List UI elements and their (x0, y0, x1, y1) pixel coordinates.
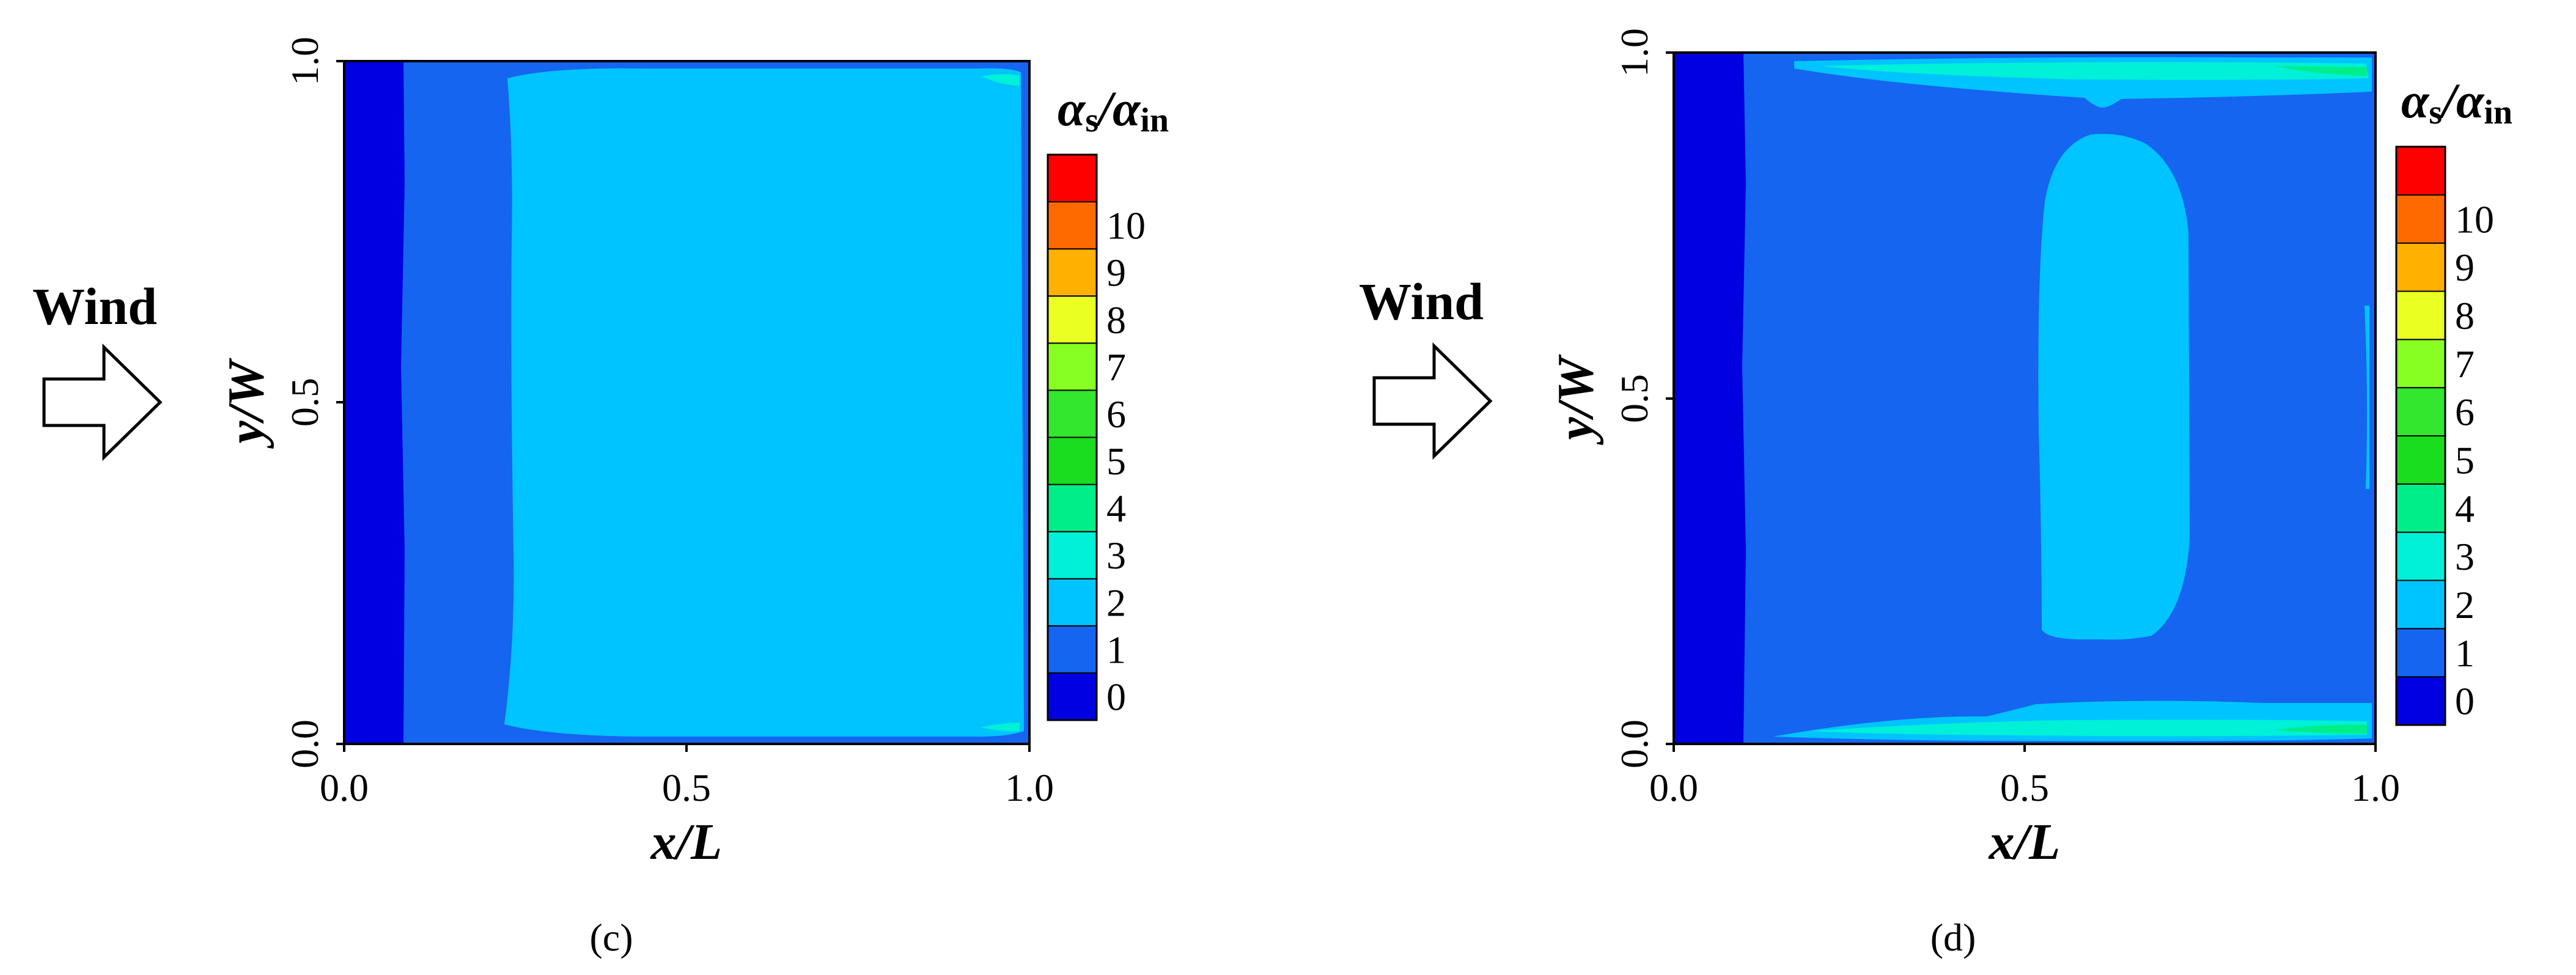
colorbar-d-tick-label: 3 (2455, 535, 2475, 578)
colorbar-c-frame (1047, 153, 1098, 721)
panel-d-tick-marks (1666, 51, 2377, 752)
colorbar-d-cell-11 (2396, 146, 2446, 196)
panel-d-contour-field (1674, 53, 2375, 744)
panel-c-xlabel: x/L (650, 814, 723, 870)
panel-c-level0-inlet-band (344, 61, 405, 744)
panel-d-wind-arrow-icon (1372, 342, 1493, 460)
colorbar-c-cell-8 (1047, 295, 1097, 344)
panel-c-level2-main-region (504, 68, 1024, 737)
colorbar-d-tick-label: 9 (2455, 246, 2475, 289)
panel-d-ylabel: y/W (1547, 354, 1604, 446)
colorbar-c-tick-label: 10 (1106, 204, 1146, 248)
panel-d-xtick-label-2: 1.0 (2351, 766, 2400, 809)
colorbar-d-tick-label: 8 (2455, 294, 2475, 337)
colorbar-c-cell-3 (1047, 531, 1097, 579)
colorbar-d-cell-6 (2396, 387, 2446, 437)
colorbar-d-cell-1 (2396, 628, 2446, 678)
colorbar-d-cells (2395, 145, 2446, 726)
colorbar-c-cell-9 (1047, 248, 1097, 297)
colorbar-d-tick-label: 1 (2455, 631, 2475, 675)
colorbar-c-cell-1 (1047, 625, 1097, 674)
panel-c-ytick-label-2: 1.0 (283, 37, 326, 86)
colorbar-d-cell-3 (2396, 531, 2446, 581)
panel-c-wind-arrow-icon (42, 344, 163, 461)
colorbar-d-cell-4 (2396, 483, 2446, 533)
colorbar-c-cell-4 (1047, 484, 1097, 532)
colorbar-d-cell-0 (2396, 676, 2446, 726)
panel-c-ytick-label-0: 0.0 (283, 719, 326, 768)
colorbar-d-tick-label: 2 (2455, 583, 2475, 627)
panel-c-wind-label: Wind (32, 277, 157, 336)
colorbar-d-tick-label: 4 (2455, 487, 2475, 530)
panel-d-label: (d) (1930, 916, 1976, 959)
panel-d-xtick-label-0: 0.0 (1649, 766, 1698, 809)
colorbar-c-cell-5 (1047, 436, 1097, 485)
panel-c-xtick-label-1: 0.5 (662, 766, 711, 809)
colorbar-c-tick-label: 3 (1106, 534, 1126, 577)
panel-d-level3-bottom-band (1809, 719, 2367, 737)
panel-d-ytick-label-1: 0.5 (1613, 374, 1656, 423)
panel-d-wind-label: Wind (1359, 272, 1484, 331)
colorbar-d-cell-2 (2396, 579, 2446, 630)
panel-c-ytick-label-1: 0.5 (283, 378, 326, 427)
panel-c-ylabel: y/W (218, 358, 274, 449)
colorbar-d-cell-10 (2396, 194, 2446, 244)
colorbar-d-cell-7 (2396, 339, 2446, 389)
colorbar-d-tick-label: 10 (2455, 197, 2494, 241)
colorbar-d-tick-label: 0 (2455, 680, 2475, 723)
colorbar-c-tick-label: 8 (1106, 298, 1126, 342)
colorbar-c-cell-0 (1047, 672, 1097, 721)
colorbar-d-tick-label: 7 (2455, 342, 2475, 386)
colorbar-d-title: αs/αin (2401, 73, 2512, 131)
colorbar-d-tick-label: 6 (2455, 391, 2475, 434)
panel-c-xtick-label-2: 1.0 (1005, 766, 1054, 809)
colorbar-c-tick-label: 5 (1106, 440, 1126, 483)
colorbar-c-tick-label: 9 (1106, 251, 1126, 295)
panel-d-ytick-label-0: 0.0 (1613, 719, 1656, 768)
colorbar-c-tick-label: 2 (1106, 581, 1126, 624)
colorbar-c-cell-2 (1047, 578, 1097, 627)
panel-c-corner-level3-top (981, 74, 1020, 86)
panel-d-level4-bottom-tip (2274, 724, 2367, 734)
panel-d-level3-top-band (1822, 62, 2369, 80)
panel-d-level2-central-oval (2038, 134, 2190, 640)
panel-c: 0.0 0.5 1.0 0.0 0.5 1.0 x/L y/W Wind (c) (32, 37, 1054, 959)
colorbar-d-cell-5 (2396, 435, 2446, 485)
colorbar-c-cell-11 (1047, 154, 1097, 203)
panel-c-xtick-label-0: 0.0 (320, 766, 369, 809)
colorbar-c-cell-6 (1047, 389, 1097, 438)
colorbar-d-cell-8 (2396, 290, 2446, 340)
colorbar-d-tick-label: 5 (2455, 438, 2475, 482)
panel-d-level4-top-tip (2274, 66, 2367, 76)
colorbar-c-cells (1047, 153, 1098, 721)
colorbar-c-tick-label: 7 (1106, 345, 1126, 389)
colorbar-c-tick-label: 6 (1106, 392, 1126, 436)
panel-d-ytick-label-2: 1.0 (1613, 28, 1656, 77)
colorbar-c-title: αs/αin (1058, 81, 1169, 139)
colorbar-c-tick-label: 4 (1106, 487, 1126, 530)
colorbar-c-cell-10 (1047, 201, 1097, 250)
panel-d-level2-right-sliver (2364, 306, 2369, 489)
panel-d-level0-inlet-band (1674, 53, 1746, 744)
colorbar-d-cell-9 (2396, 242, 2446, 292)
colorbar-c-tick-label: 0 (1106, 675, 1126, 718)
colorbar-c-cell-7 (1047, 342, 1097, 391)
panel-d: 0.0 0.5 1.0 0.0 0.5 1.0 x/L y/W Wind (d) (1359, 28, 2400, 959)
panel-c-tick-marks (336, 60, 1031, 752)
colorbar-d-frame (2395, 145, 2446, 726)
colorbar-c-tick-label: 1 (1106, 628, 1126, 671)
panel-c-contour-field (344, 61, 1029, 744)
panel-d-level1-background (1674, 53, 2375, 744)
panel-c-corner-level3-bottom (981, 723, 1020, 732)
panel-d-xlabel: x/L (1988, 814, 2061, 870)
panel-c-label: (c) (589, 916, 633, 959)
panel-d-xtick-label-1: 0.5 (2000, 766, 2049, 809)
